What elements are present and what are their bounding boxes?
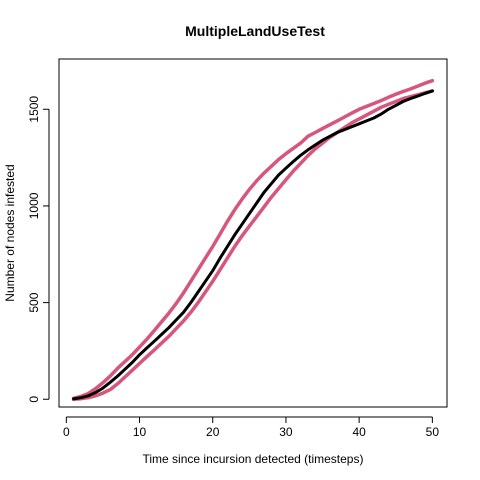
y-tick-label-0: 0: [27, 396, 41, 403]
chart-title: MultipleLandUseTest: [185, 23, 325, 39]
y-axis: 0 500 1000 1500: [27, 96, 50, 403]
x-tick-label-4: 40: [352, 425, 366, 439]
y-tick-label-2: 1000: [27, 192, 41, 219]
x-tick-label-3: 30: [279, 425, 293, 439]
x-tick-label-0: 0: [63, 425, 70, 439]
series-line-2: [71, 89, 435, 402]
x-tick-label-2: 20: [206, 425, 220, 439]
x-axis: 0 10 20 30 40 50: [63, 416, 440, 439]
series-layer: [71, 78, 435, 402]
y-tick-label-3: 1500: [27, 96, 41, 123]
series-line-1: [71, 78, 435, 401]
y-tick-label-1: 500: [27, 292, 41, 312]
y-axis-label: Number of nodes infested: [3, 164, 17, 301]
plot-area-frame: [58, 58, 448, 408]
x-axis-label: Time since incursion detected (timesteps…: [143, 452, 364, 466]
x-tick-label-1: 10: [133, 425, 147, 439]
x-tick-label-5: 50: [426, 425, 440, 439]
series-line-0: [72, 89, 434, 401]
